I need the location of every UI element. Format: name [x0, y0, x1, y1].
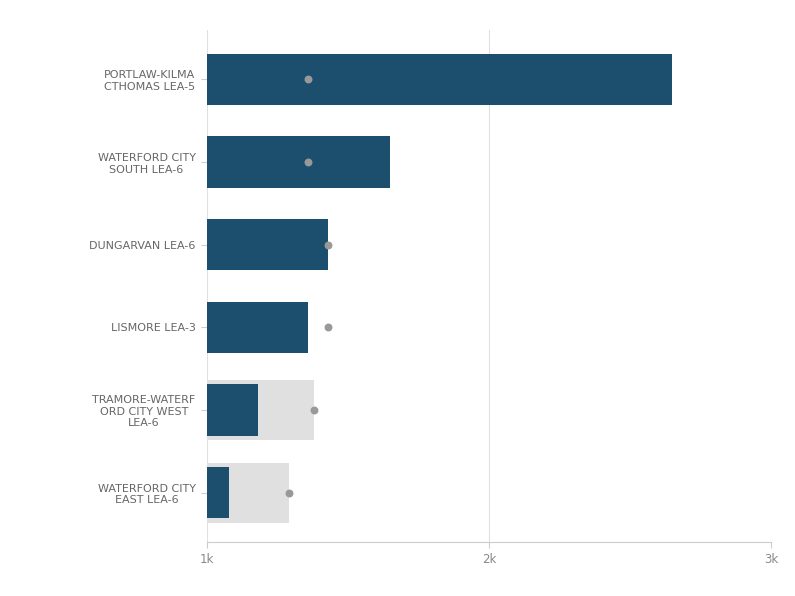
Bar — [207, 384, 258, 436]
Bar — [207, 463, 289, 523]
Point — [302, 74, 315, 84]
Point — [322, 240, 335, 250]
Bar — [207, 54, 673, 105]
Point — [302, 157, 315, 167]
Point — [322, 322, 335, 332]
Bar — [207, 467, 229, 519]
Point — [282, 488, 295, 498]
Bar — [207, 136, 390, 188]
Bar — [207, 302, 308, 353]
Point — [308, 405, 320, 415]
Bar — [207, 219, 328, 271]
Bar — [207, 380, 314, 440]
